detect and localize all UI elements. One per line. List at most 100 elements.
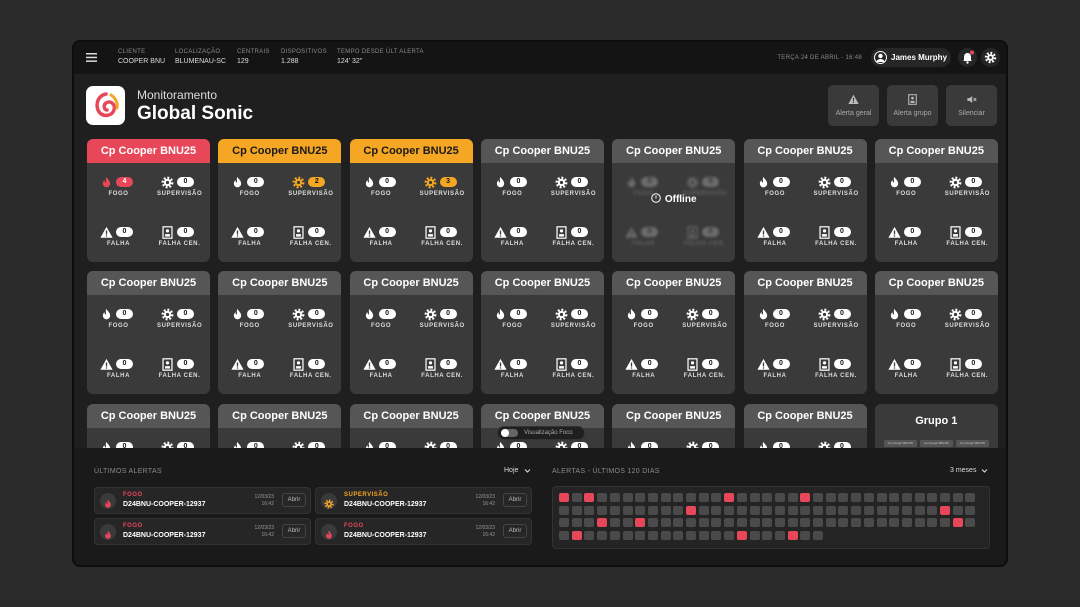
monitor-card[interactable]: Cp Cooper BNU250FOGO0SUPERVISÃO0FALHA0FA…: [87, 403, 210, 448]
day-cell: [597, 531, 608, 541]
action-button[interactable]: Alerta grupo: [887, 85, 938, 126]
action-button[interactable]: Silenciar: [946, 85, 997, 126]
day-cell: [609, 493, 620, 502]
indicator-label: SUPERVISÃO: [157, 191, 203, 197]
count-badge: 0: [247, 177, 265, 187]
field-value: 129: [237, 58, 249, 65]
day-cell: [711, 518, 722, 528]
user-icon: [874, 51, 887, 64]
day-cell: [825, 505, 836, 515]
menu-icon[interactable]: [86, 53, 97, 62]
monitor-card[interactable]: Cp Cooper BNU250FOGO0SUPERVISÃO0FALHA0FA…: [349, 403, 473, 448]
indicator-label: FALHA: [107, 241, 130, 247]
card-body: 0 FOGO 3 SUPERVISÃO 0 FALHA 0 FALHA CEN.: [350, 139, 473, 262]
day-cell: [559, 531, 569, 541]
field-label: LOCALIZAÇÃO: [175, 49, 221, 55]
day-cell: [914, 493, 925, 502]
open-button[interactable]: Abrir: [503, 524, 527, 538]
field-label: TEMPO DESDE ÚLT ALERTA: [337, 49, 424, 55]
indicator-label: FALHA: [238, 373, 262, 380]
falha-indicator: 0 FALHA: [621, 226, 671, 256]
monitor-card[interactable]: Cp Cooper BNU25 0 FOGO 3 SUPERVISÃO 0 FALHA 0 FA…: [349, 139, 473, 262]
monitor-card[interactable]: Cp Cooper BNU250FOGO0SUPERVISÃO0FALHA0FA…: [218, 403, 342, 448]
open-button[interactable]: Abrir: [503, 493, 527, 507]
monitor-card[interactable]: Cp Cooper BNU25 0 FOGO 2 SUPERVISÃO 0 FALHA 0 FA…: [218, 139, 342, 262]
logo: [86, 86, 125, 125]
count-badge: 0: [964, 359, 982, 370]
open-button[interactable]: Abrir: [282, 493, 306, 507]
group-member: Cp Cooper BNU25: [919, 439, 953, 447]
day-cell: [800, 518, 811, 528]
action-button[interactable]: Alerta geral: [828, 85, 879, 126]
open-button[interactable]: Abrir: [282, 524, 306, 538]
card-title: Cp Cooper BNU25: [743, 403, 867, 428]
day-cell: [952, 518, 963, 528]
group-card[interactable]: Grupo 1 Cp Cooper BNU25 Cp Cooper BNU25 Cp …: [874, 403, 998, 448]
logo-mark: [95, 92, 119, 118]
card-title: Cp Cooper BNU25: [480, 139, 604, 163]
count-badge: 0: [509, 309, 527, 320]
alert-type: FOGO: [123, 523, 143, 529]
count-badge: 0: [903, 309, 921, 320]
fogo-indicator: 0 FOGO: [359, 308, 409, 338]
settings[interactable]: [981, 48, 1000, 67]
monitor-card[interactable]: Cp Cooper BNU250FOGO0SUPERVISÃO0FALHA0FA…: [612, 403, 736, 448]
alert-type: FOGO: [344, 523, 364, 529]
datetime: TERÇA 24 DE ABRIL - 16:48: [777, 55, 862, 61]
card-title: Cp Cooper BNU25: [87, 271, 210, 296]
indicator-label: FALHA CEN.: [421, 373, 463, 380]
alert-time: 16:42: [482, 501, 495, 507]
alert-item: SUPERVISÃO D24BNU-COOPER-12937 12/03/23 16:…: [315, 487, 532, 514]
fogo-indicator: 0 FOGO: [227, 308, 277, 338]
count-badge: 0: [570, 177, 588, 187]
day-cell: [673, 505, 684, 515]
focus-toggle[interactable]: Visualização Foco: [497, 426, 585, 440]
top-field: TEMPO DESDE ÚLT ALERTA 124' 32'': [337, 49, 424, 65]
day-cell: [800, 505, 811, 515]
day-cell: [635, 505, 646, 515]
day-cell: [787, 505, 798, 515]
day-cell: [762, 505, 773, 515]
indicator-label: FOGO: [633, 323, 654, 330]
count-badge: 0: [116, 359, 133, 370]
user-chip[interactable]: James Murphy: [871, 48, 951, 67]
day-cell: [584, 531, 595, 541]
count-badge: 0: [903, 177, 921, 187]
history-filter[interactable]: 3 meses: [950, 467, 977, 474]
recent-filter[interactable]: Hoje: [504, 467, 519, 474]
falha-indicator: 0 FALHA: [753, 226, 803, 256]
count-badge: 0: [509, 359, 527, 370]
monitor-card[interactable]: Cp Cooper BNU25 4 FOGO 0 SUPERVISÃO 0 FALHA 0 FA…: [87, 139, 210, 262]
group-member: Cp Cooper BNU25: [883, 439, 917, 447]
indicator-label: FALHA CEN.: [289, 241, 332, 247]
day-cell: [571, 518, 582, 528]
day-cell: [838, 505, 849, 515]
monitor-card[interactable]: Cp Cooper BNU250FOGO0SUPERVISÃO0FALHA0FA…: [480, 403, 604, 448]
day-cell: [698, 505, 709, 515]
day-cell: [609, 518, 620, 528]
monitor-card[interactable]: Cp Cooper BNU250FOGO0SUPERVISÃO0FALHA0FA…: [743, 403, 867, 448]
notifications[interactable]: [958, 48, 977, 67]
count-badge: 0: [308, 359, 326, 370]
count-badge: 0: [702, 177, 720, 187]
fogo-indicator: 0 FOGO: [753, 176, 803, 206]
falha-indicator: 0 FALHA: [884, 358, 934, 388]
card-body: 0 FOGO 0 SUPERVISÃO 0 FALHA 0 FALHA CEN.: [612, 139, 735, 262]
action-icon: [907, 94, 918, 105]
day-cell: [597, 518, 608, 528]
